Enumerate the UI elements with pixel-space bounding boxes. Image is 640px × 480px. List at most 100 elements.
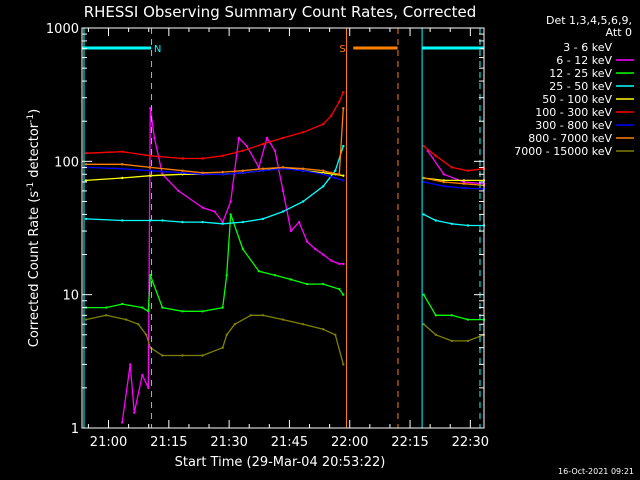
data-point [149,274,152,277]
data-point [442,173,445,176]
data-point [281,136,285,140]
data-point [466,169,470,172]
data-point [422,323,425,326]
data-point [221,346,224,349]
data-point [297,194,301,198]
data-point [104,314,108,317]
data-point [213,210,216,213]
data-point [153,120,156,123]
y-axis-label-superscript: -1 [26,114,36,123]
y-axis-label-part: Corrected Count Rate (s [27,191,42,348]
data-point [265,132,269,136]
data-point [201,176,204,180]
data-point [229,213,232,216]
legend-entry-label: 3 - 6 keV [563,41,612,54]
data-point [305,200,309,203]
data-point [301,131,305,134]
data-point [289,229,293,233]
data-point [201,171,204,174]
footer-timestamp: 16-Oct-2021 09:21 [558,467,634,476]
data-point [342,174,345,177]
annotation-label: N [154,44,161,55]
data-point [273,149,277,152]
data-point [434,219,437,222]
data-point [257,270,261,273]
data-point [241,171,244,174]
data-point [221,222,224,225]
data-point [289,180,293,184]
data-point [147,403,150,406]
data-point [201,206,204,209]
data-point [466,339,470,343]
data-point [462,179,466,182]
data-point [334,333,337,336]
data-point [338,173,341,176]
data-point [261,169,265,172]
data-point [221,173,224,176]
data-point [342,363,345,366]
data-point [153,136,156,140]
legend-entry-label: 800 - 7000 keV [528,132,612,145]
y-tick-label: 100 [54,155,79,170]
data-point [450,339,453,343]
data-point [342,144,345,148]
data-point [84,179,88,182]
legend-entry-label: 25 - 50 keV [549,80,612,93]
data-point [330,114,333,117]
data-point [342,179,345,182]
data-point [434,333,437,336]
data-point [442,180,445,184]
x-tick-label: 21:45 [271,435,308,450]
data-point [241,220,244,224]
data-point [257,166,261,169]
data-point [297,220,301,224]
data-point [273,274,277,277]
data-point [181,171,184,174]
data-point [129,363,132,366]
data-point [161,160,164,163]
data-point [301,200,305,203]
data-point [225,184,228,187]
data-point [177,189,180,193]
data-point [342,91,345,94]
data-point [121,176,124,180]
legend-entry-label: 6 - 12 keV [556,54,612,67]
data-point [161,219,164,222]
x-tick-label: 21:00 [90,435,127,450]
data-point [249,144,252,148]
data-point [442,185,445,188]
y-tick-label: 10 [62,289,79,304]
data-point [229,200,232,203]
data-point [221,306,224,309]
data-point [450,314,453,317]
data-point [147,386,150,390]
data-point [233,323,236,326]
data-point [141,306,144,309]
data-point [201,220,204,224]
data-point [121,163,124,166]
data-point [422,293,425,296]
data-point [241,247,244,251]
data-point [181,354,184,357]
data-point [426,144,429,148]
data-point [221,170,224,174]
data-point [261,314,265,317]
series-line-7 [86,108,485,187]
data-point [422,213,425,216]
data-point [334,169,337,172]
data-point [301,167,305,170]
data-point [181,169,184,172]
data-point [334,176,337,180]
data-point [305,240,309,243]
data-point [121,219,124,222]
data-point [322,282,325,286]
data-point [434,314,437,317]
data-point [305,282,309,286]
data-point [161,306,164,309]
data-point [322,253,325,256]
data-point [181,157,184,160]
data-point [261,142,265,146]
data-point [257,149,261,152]
data-point [338,100,341,103]
x-axis-label: Start Time (29-Mar-04 20:53:22) [175,455,386,470]
